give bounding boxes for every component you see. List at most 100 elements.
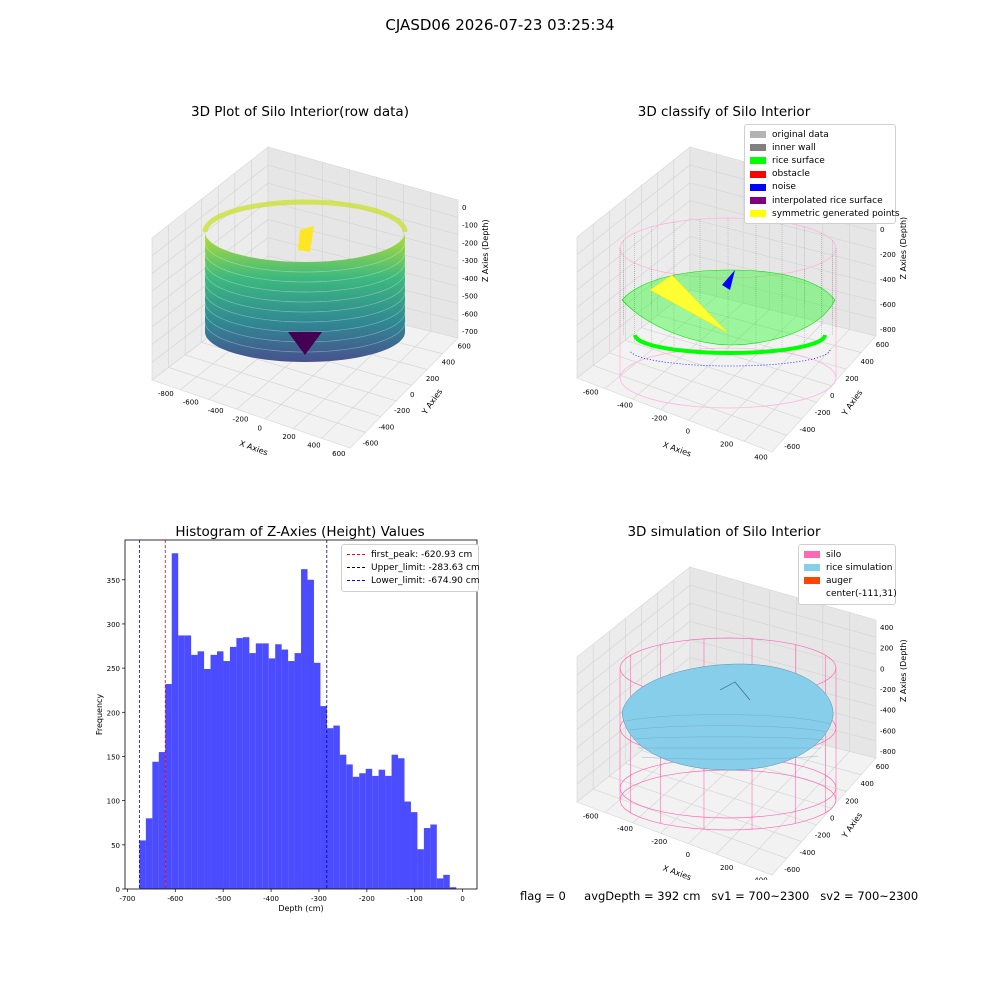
histogram-bar (288, 661, 295, 889)
legend-item: silo (804, 548, 890, 561)
histogram-bar (449, 887, 457, 889)
x-tick-label: -600 (583, 812, 599, 820)
mesh-line (629, 725, 828, 733)
histogram-bar (165, 684, 172, 889)
y-tick-label: 200 (845, 797, 858, 805)
grid-line (716, 744, 824, 855)
x-tick-label: -200 (359, 895, 375, 903)
histogram-bar (307, 579, 314, 889)
mesh-line (641, 755, 819, 760)
x-tick-label: -400 (617, 401, 633, 409)
legend-swatch (750, 197, 766, 205)
legend-label: rice simulation (826, 562, 893, 573)
y-tick-label: -400 (378, 423, 394, 431)
histogram-bar (210, 654, 217, 889)
legend-label: auger (826, 575, 853, 586)
x-tick-label: -200 (651, 414, 667, 422)
legend-item: rice simulation (804, 561, 893, 574)
grid-line (609, 776, 802, 842)
histogram-bar (262, 643, 269, 889)
z-tick-label: -600 (880, 301, 896, 309)
grid-line (688, 316, 797, 421)
grid-line (689, 236, 877, 285)
x-tick-label: 200 (282, 433, 295, 441)
y-tick-label: 400 (442, 359, 455, 367)
legend-swatch (750, 210, 766, 218)
histogram-bar (404, 801, 411, 889)
histogram-bar (216, 651, 224, 889)
histogram-bar (436, 878, 444, 889)
histogram-bar (152, 761, 159, 889)
x-tick-label: -700 (119, 895, 135, 903)
grid-line (168, 367, 366, 433)
z-tick-label: -100 (462, 222, 478, 230)
histogram-bar (301, 569, 308, 889)
histogram-bar (158, 752, 166, 889)
histogram-bar (204, 668, 211, 889)
histogram-bar (255, 643, 263, 889)
legend-label: silo (826, 549, 842, 560)
histogram-bar (359, 773, 366, 889)
x-axis-label: X Axies (238, 439, 269, 458)
point-ring (204, 241, 406, 273)
histogram-bar (320, 706, 327, 889)
grid-line (689, 218, 877, 267)
legend-item: obstacle (750, 168, 890, 181)
grid-line (689, 602, 877, 655)
z-tick-label: -800 (880, 748, 896, 756)
legend-item: noise (750, 181, 890, 194)
histogram-bar (423, 828, 431, 889)
x-tick-label: -800 (158, 390, 174, 398)
mesh-line (625, 714, 831, 725)
grid-line (625, 763, 817, 826)
legend-swatch (347, 567, 365, 569)
x-tick-label: -200 (233, 416, 249, 424)
legend-label: inner wall (772, 142, 816, 153)
simulation-3d-plot: -600 -400 -200 0 200 400 X Axies -600 -400 -200 0 2… (576, 566, 908, 880)
simulation-legend: silo rice simulation auger center(-111,31) (798, 544, 897, 605)
y-tick-label: 150 (107, 753, 120, 761)
x-tick-label: 600 (332, 450, 345, 458)
grid-line (576, 584, 691, 676)
histogram-bar (410, 812, 418, 889)
histogram-bar (313, 662, 321, 889)
y-tick-label: 300 (107, 621, 120, 629)
histogram-bar (236, 638, 243, 889)
grid-line (576, 254, 691, 343)
grid-line (267, 201, 459, 253)
legend-item: first_peak: -620.93 cm (347, 548, 473, 561)
x-tick-label: 200 (720, 864, 733, 872)
x-tick-label: 0 (686, 851, 690, 859)
point-ring (204, 261, 406, 293)
x-tick-label: 0 (686, 428, 690, 436)
z-axis-label: Z Axies (Depth) (899, 639, 908, 702)
x-tick-label: -100 (407, 895, 423, 903)
y-tick-label: 600 (458, 343, 471, 351)
legend-swatch (750, 157, 766, 165)
grid-line (576, 164, 691, 255)
y-axis-label: Y Axies (420, 387, 445, 417)
grid-line (625, 340, 817, 403)
legend-swatch (750, 183, 766, 191)
histogram-chart: -700 -600 -500 -400 -300 -200 -100 0 0 50 100 150 20… (95, 539, 478, 913)
symmetric-generated-points (649, 274, 729, 334)
y-tick-label: 50 (111, 842, 120, 850)
y-tick-label: -200 (815, 409, 831, 417)
histogram-bar (333, 725, 340, 889)
histogram-bar (139, 840, 146, 889)
y-tick-label: 400 (861, 358, 874, 366)
grid-line (151, 183, 269, 274)
plot-frame (124, 539, 478, 890)
histogram-bar (443, 874, 450, 889)
sv2-value: sv2 = 700~2300 (820, 889, 919, 903)
grid-line (267, 219, 459, 270)
histogram-bar (191, 654, 198, 889)
legend-label: noise (772, 182, 796, 193)
histogram-bar (171, 553, 179, 889)
point-ring (204, 281, 406, 313)
legend-item: interpolated rice surface (750, 194, 890, 207)
z-tick-label: -800 (880, 326, 896, 334)
grid-line (576, 621, 691, 712)
z-tick-label: 0 (880, 665, 884, 673)
legend-label: rice surface (772, 155, 825, 166)
